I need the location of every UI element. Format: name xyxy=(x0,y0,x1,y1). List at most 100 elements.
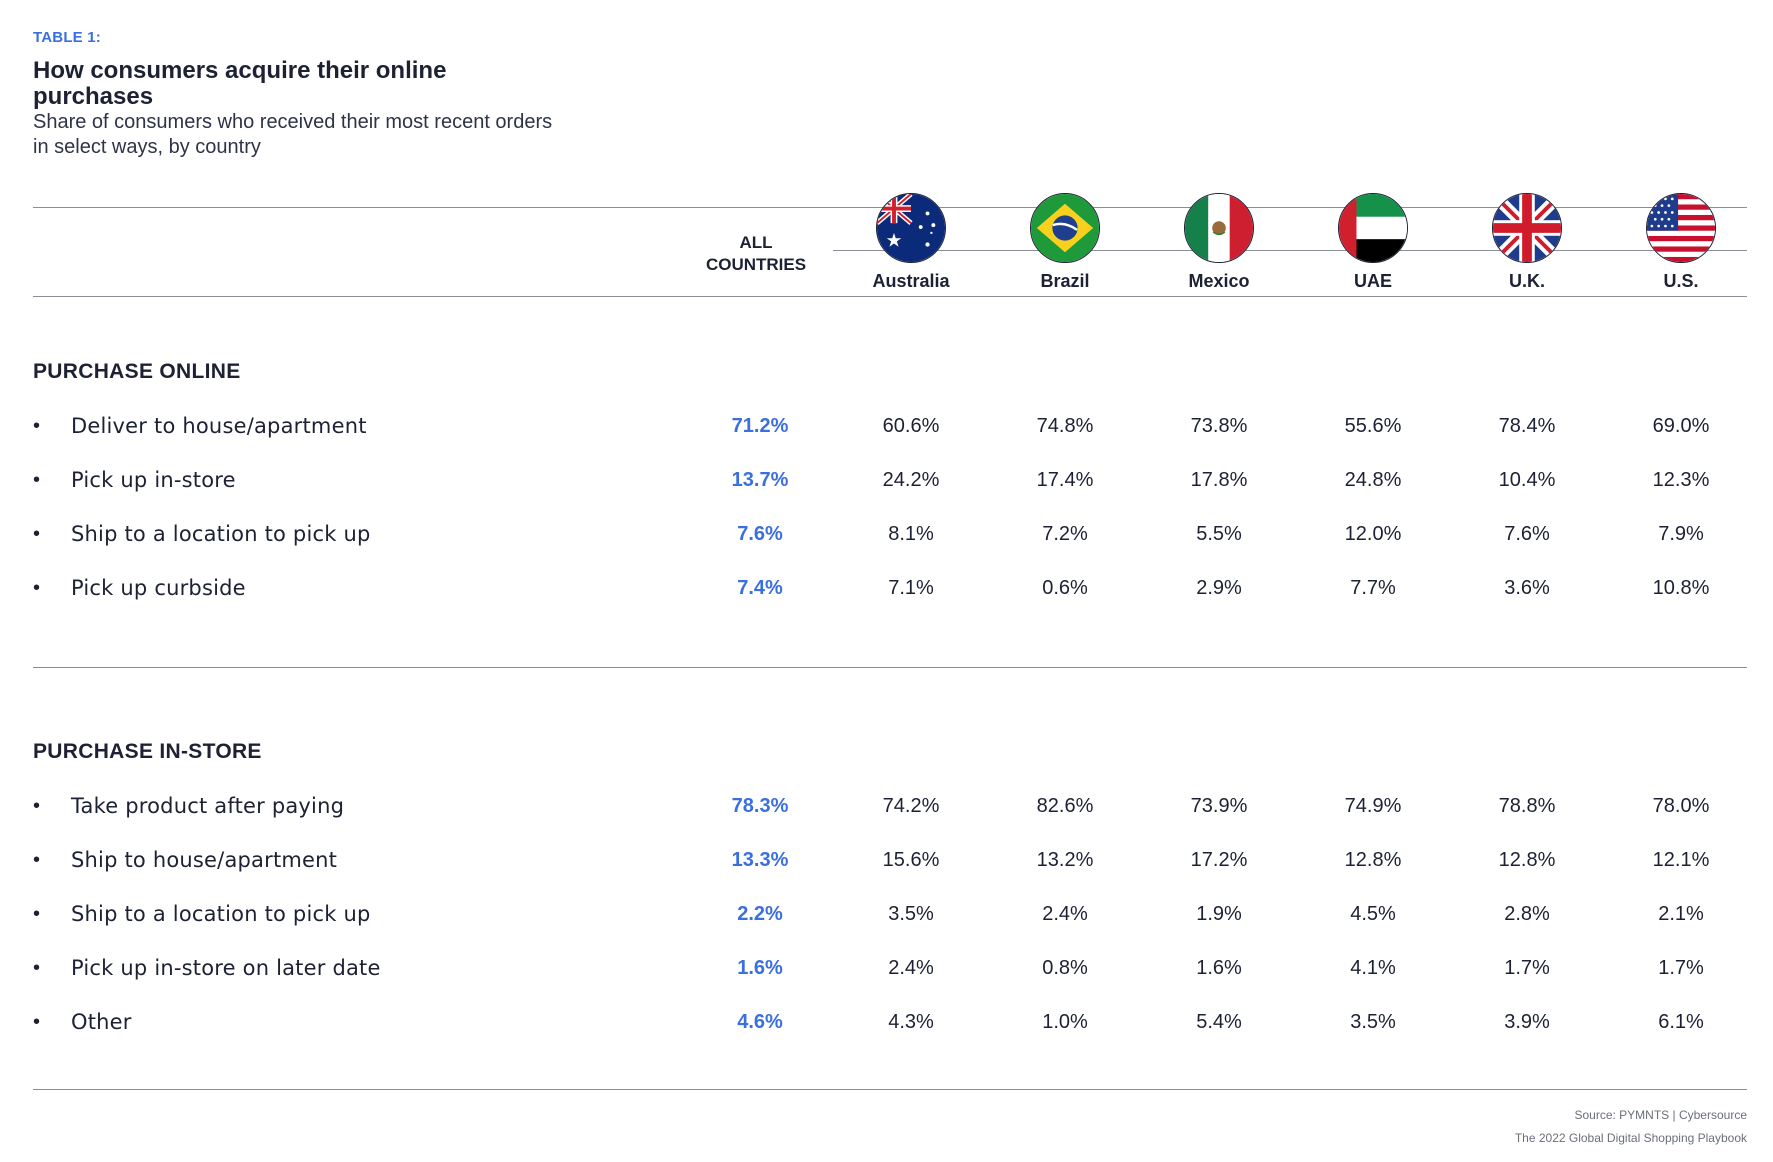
row-label: Deliver to house/apartment xyxy=(71,414,367,438)
row-bullet: • xyxy=(33,903,41,925)
table-row: • Deliver to house/apartment 71.2% 60.6% 74.… xyxy=(0,406,1773,446)
country-value: 5.4% xyxy=(1196,1011,1242,1033)
country-value: 4.1% xyxy=(1350,957,1396,979)
all-countries-value: 4.6% xyxy=(737,1011,783,1033)
table-title: How consumers acquire their online purch… xyxy=(33,57,447,110)
flag-row-rule xyxy=(833,250,1747,251)
country-name-australia: Australia xyxy=(872,271,950,291)
table-row: • Ship to a location to pick up 7.6% 8.1% 7.… xyxy=(0,514,1773,554)
table-bottom-rule xyxy=(33,1089,1747,1090)
country-value: 1.0% xyxy=(1042,1011,1088,1033)
row-bullet: • xyxy=(33,469,41,491)
country-value: 15.6% xyxy=(882,849,940,871)
country-value: 1.7% xyxy=(1504,957,1550,979)
country-value: 12.0% xyxy=(1344,523,1402,545)
country-value: 12.8% xyxy=(1344,849,1402,871)
country-value: 24.8% xyxy=(1344,469,1402,491)
all-header-line-2: COUNTRIES xyxy=(705,255,807,274)
section-heading-purchase-in-store: PURCHASE IN-STORE xyxy=(33,740,262,763)
country-value: 73.8% xyxy=(1190,415,1248,437)
row-bullet: • xyxy=(33,849,41,871)
us-flag-icon xyxy=(1646,193,1716,263)
australia-flag-icon xyxy=(876,193,946,263)
row-bullet: • xyxy=(33,1011,41,1033)
table-row: • Take product after paying 78.3% 74.2% 82.6… xyxy=(0,786,1773,826)
country-value: 82.6% xyxy=(1036,795,1094,817)
row-bullet: • xyxy=(33,957,41,979)
country-value: 7.6% xyxy=(1504,523,1550,545)
publication-note: The 2022 Global Digital Shopping Playboo… xyxy=(1514,1131,1747,1145)
table-row: • Pick up curbside 7.4% 7.1% 0.6% 2.9% 7.7% 3.6… xyxy=(0,568,1773,608)
uae-flag-icon xyxy=(1338,193,1408,263)
country-value: 78.8% xyxy=(1498,795,1556,817)
table-row: • Ship to a location to pick up 2.2% 3.5% 2.… xyxy=(0,894,1773,934)
country-value: 4.5% xyxy=(1350,903,1396,925)
table-eyebrow: TABLE 1: xyxy=(33,29,101,46)
country-value: 3.5% xyxy=(1350,1011,1396,1033)
header-bottom-rule xyxy=(33,296,1747,297)
country-value: 73.9% xyxy=(1190,795,1248,817)
country-value: 10.8% xyxy=(1652,577,1710,599)
country-value: 2.8% xyxy=(1504,903,1550,925)
country-value: 3.9% xyxy=(1504,1011,1550,1033)
country-value: 3.6% xyxy=(1504,577,1550,599)
all-countries-value: 78.3% xyxy=(731,795,789,817)
country-value: 3.5% xyxy=(888,903,934,925)
country-value: 78.0% xyxy=(1652,795,1710,817)
country-value: 17.8% xyxy=(1190,469,1248,491)
country-value: 7.2% xyxy=(1042,523,1088,545)
row-bullet: • xyxy=(33,795,41,817)
country-value: 12.8% xyxy=(1498,849,1556,871)
country-value: 7.1% xyxy=(888,577,934,599)
country-name-uae: UAE xyxy=(1353,271,1392,291)
row-bullet: • xyxy=(33,523,41,545)
table-row: • Other 4.6% 4.3% 1.0% 5.4% 3.5% 3.9% 6.1% xyxy=(0,1002,1773,1042)
row-label: Ship to a location to pick up xyxy=(71,522,371,546)
country-value: 0.6% xyxy=(1042,577,1088,599)
row-label: Ship to house/apartment xyxy=(71,848,338,872)
country-value: 2.4% xyxy=(1042,903,1088,925)
country-value: 74.2% xyxy=(882,795,940,817)
country-value: 2.4% xyxy=(888,957,934,979)
all-countries-value: 71.2% xyxy=(731,415,789,437)
all-countries-header: ALL COUNTRIES xyxy=(690,232,822,276)
country-value: 17.4% xyxy=(1036,469,1094,491)
uk-flag-icon xyxy=(1492,193,1562,263)
country-value: 6.1% xyxy=(1658,1011,1704,1033)
all-countries-value: 7.6% xyxy=(737,523,783,545)
country-name-brazil: Brazil xyxy=(1040,271,1090,291)
country-value: 7.9% xyxy=(1658,523,1704,545)
all-countries-value: 2.2% xyxy=(737,903,783,925)
country-value: 1.7% xyxy=(1658,957,1704,979)
country-value: 4.3% xyxy=(888,1011,934,1033)
country-value: 5.5% xyxy=(1196,523,1242,545)
row-label: Pick up in-store on later date xyxy=(71,956,381,980)
all-countries-value: 13.3% xyxy=(731,849,789,871)
country-name-mexico: Mexico xyxy=(1188,271,1250,291)
country-value: 10.4% xyxy=(1498,469,1556,491)
country-value: 55.6% xyxy=(1344,415,1402,437)
country-value: 1.9% xyxy=(1196,903,1242,925)
country-value: 1.6% xyxy=(1196,957,1242,979)
table-row: • Pick up in-store 13.7% 24.2% 17.4% 17.8% 24.… xyxy=(0,460,1773,500)
country-value: 12.1% xyxy=(1652,849,1710,871)
section-heading-purchase-online: PURCHASE ONLINE xyxy=(33,360,241,383)
brazil-flag-icon xyxy=(1030,193,1100,263)
country-value: 2.9% xyxy=(1196,577,1242,599)
country-value: 69.0% xyxy=(1652,415,1710,437)
mexico-flag-icon xyxy=(1184,193,1254,263)
all-header-line-1: ALL xyxy=(739,233,773,252)
row-label: Take product after paying xyxy=(71,794,345,818)
country-value: 2.1% xyxy=(1658,903,1704,925)
row-label: Pick up curbside xyxy=(71,576,246,600)
table-row: • Pick up in-store on later date 1.6% 2.4% 0… xyxy=(0,948,1773,988)
country-value: 0.8% xyxy=(1042,957,1088,979)
all-countries-value: 7.4% xyxy=(737,577,783,599)
section-divider-rule xyxy=(33,667,1747,668)
country-value: 12.3% xyxy=(1652,469,1710,491)
table-row: • Ship to house/apartment 13.3% 15.6% 13.2% 1… xyxy=(0,840,1773,880)
country-value: 78.4% xyxy=(1498,415,1556,437)
table-subtitle: Share of consumers who received their mo… xyxy=(33,111,553,158)
country-value: 8.1% xyxy=(888,523,934,545)
